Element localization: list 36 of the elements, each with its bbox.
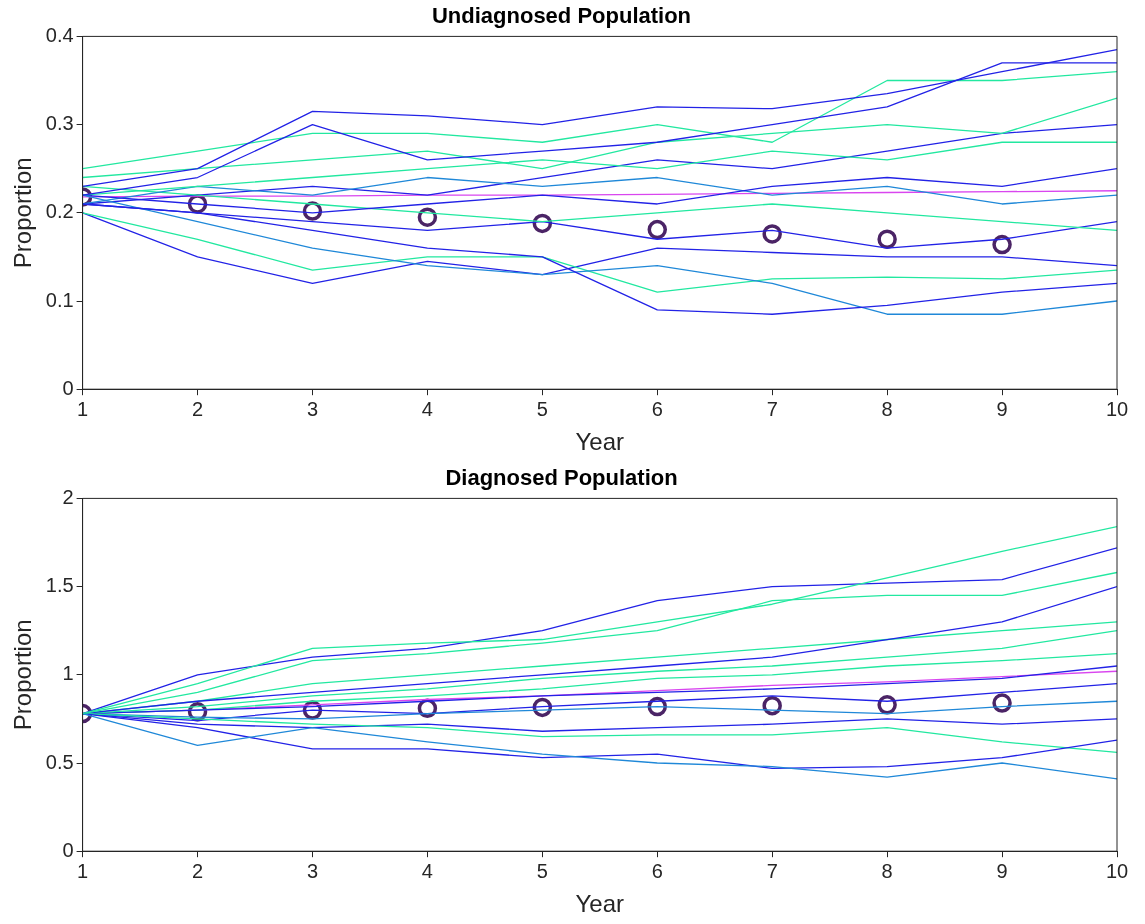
y-tick-label: 0: [62, 376, 74, 399]
x-tick-label: 10: [1105, 397, 1129, 420]
y-axis-title: Proportion: [9, 619, 37, 731]
x-tick-label: 6: [651, 859, 663, 882]
x-tick-label: 9: [996, 859, 1008, 882]
y-tick-label: 0: [62, 838, 74, 861]
y-tick-label: 2: [62, 485, 74, 508]
x-tick-label: 7: [766, 397, 778, 420]
x-tick-label: 9: [996, 397, 1008, 420]
x-tick-label: 7: [766, 859, 778, 882]
x-tick-label: 8: [881, 397, 893, 420]
x-tick-label: 4: [421, 397, 433, 420]
x-tick-label: 3: [306, 397, 319, 420]
x-tick-label: 2: [191, 397, 204, 420]
y-axis-title: Proportion: [9, 157, 37, 269]
y-tick-label: 0.4: [45, 23, 74, 46]
y-tick-label: 0.5: [45, 750, 74, 773]
x-tick-label: 1: [77, 859, 89, 882]
x-tick-label: 2: [191, 859, 204, 882]
x-tick-label: 8: [881, 859, 893, 882]
x-axis-title: Year: [575, 890, 625, 918]
chart-title: Diagnosed Population: [445, 465, 678, 491]
x-tick-label: 6: [651, 397, 663, 420]
x-tick-label: 10: [1105, 859, 1129, 882]
y-tick-label: 0.2: [45, 200, 74, 223]
x-tick-label: 3: [306, 859, 319, 882]
y-tick-label: 1.5: [45, 574, 74, 597]
y-tick-label: 1: [62, 662, 74, 685]
chart-title: Undiagnosed Population: [431, 3, 692, 29]
x-tick-label: 5: [536, 859, 548, 882]
y-tick-label: 0.3: [45, 112, 74, 135]
y-tick-label: 0.1: [45, 288, 74, 311]
x-axis-title: Year: [575, 428, 625, 456]
x-tick-label: 4: [421, 859, 433, 882]
x-tick-label: 1: [77, 397, 89, 420]
x-tick-label: 5: [536, 397, 548, 420]
